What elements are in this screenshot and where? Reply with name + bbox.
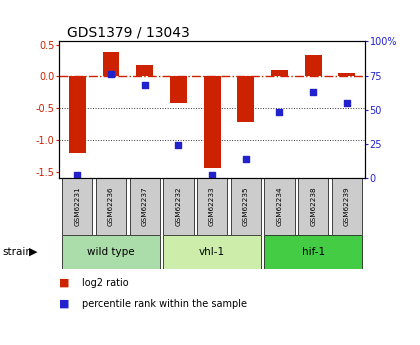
Point bbox=[209, 172, 215, 178]
Bar bbox=[136, 65, 153, 76]
Bar bbox=[62, 178, 92, 235]
Bar bbox=[298, 178, 328, 235]
Text: GDS1379 / 13043: GDS1379 / 13043 bbox=[67, 26, 190, 40]
Text: percentile rank within the sample: percentile rank within the sample bbox=[82, 299, 247, 308]
Bar bbox=[69, 76, 86, 152]
Text: wild type: wild type bbox=[87, 247, 135, 257]
Text: GSM62235: GSM62235 bbox=[243, 187, 249, 226]
Text: ■: ■ bbox=[59, 278, 69, 288]
Text: GSM62238: GSM62238 bbox=[310, 187, 316, 226]
Text: GSM62231: GSM62231 bbox=[74, 187, 80, 226]
Text: ▶: ▶ bbox=[29, 247, 37, 257]
Point bbox=[242, 156, 249, 162]
Bar bbox=[332, 178, 362, 235]
Bar bbox=[264, 235, 362, 269]
Point bbox=[344, 100, 350, 106]
Text: GSM62239: GSM62239 bbox=[344, 187, 350, 226]
Point bbox=[276, 110, 283, 115]
Point bbox=[74, 172, 81, 178]
Text: GSM62237: GSM62237 bbox=[142, 187, 148, 226]
Point bbox=[108, 71, 114, 77]
Bar bbox=[237, 76, 254, 122]
Point bbox=[175, 142, 182, 148]
Bar bbox=[231, 178, 261, 235]
Bar bbox=[264, 178, 295, 235]
Text: vhl-1: vhl-1 bbox=[199, 247, 225, 257]
Bar bbox=[96, 178, 126, 235]
Bar bbox=[163, 235, 261, 269]
Text: GSM62234: GSM62234 bbox=[276, 187, 283, 226]
Text: GSM62236: GSM62236 bbox=[108, 187, 114, 226]
Bar bbox=[170, 76, 187, 103]
Text: ■: ■ bbox=[59, 299, 69, 308]
Point bbox=[310, 89, 317, 95]
Bar bbox=[129, 178, 160, 235]
Bar bbox=[305, 56, 322, 76]
Text: GSM62232: GSM62232 bbox=[176, 187, 181, 226]
Bar bbox=[271, 70, 288, 76]
Bar bbox=[62, 235, 160, 269]
Text: GSM62233: GSM62233 bbox=[209, 187, 215, 226]
Bar bbox=[204, 76, 220, 168]
Text: log2 ratio: log2 ratio bbox=[82, 278, 129, 288]
Text: hif-1: hif-1 bbox=[302, 247, 325, 257]
Text: strain: strain bbox=[2, 247, 32, 257]
Bar bbox=[163, 178, 194, 235]
Bar bbox=[339, 73, 355, 76]
Point bbox=[142, 82, 148, 88]
Bar bbox=[197, 178, 227, 235]
Bar bbox=[102, 52, 119, 76]
